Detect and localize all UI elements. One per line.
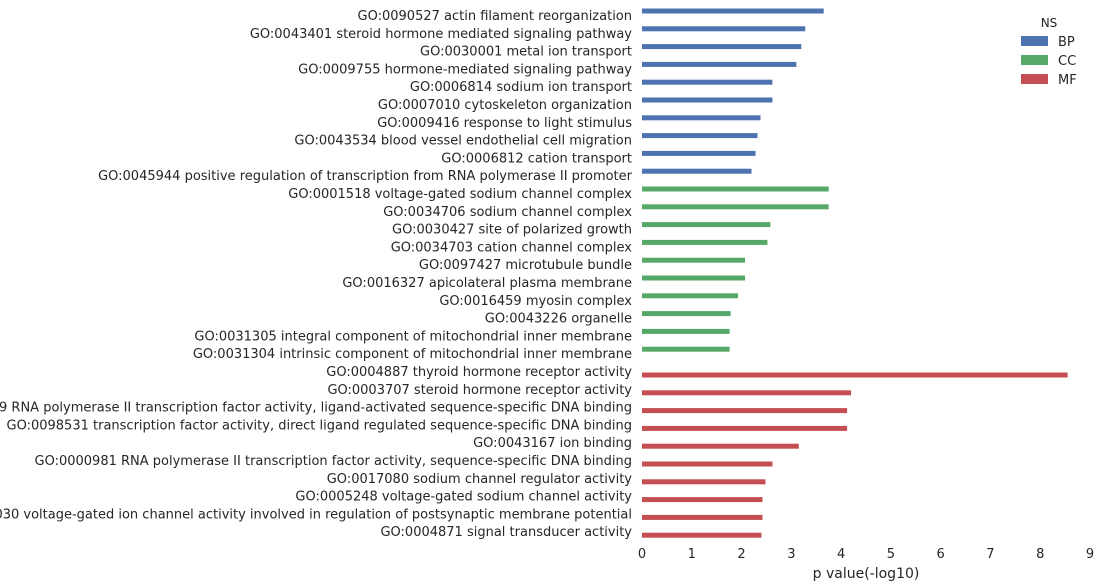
- bar-cc: [642, 222, 771, 228]
- category-label: GO:0043226 organelle: [485, 312, 632, 327]
- category-label: GO:0016459 myosin complex: [439, 294, 632, 309]
- category-label: GO:0031304 intrinsic component of mitoch…: [193, 347, 632, 362]
- bar-cc: [642, 311, 731, 317]
- legend-swatch-bp: [1021, 36, 1048, 46]
- category-label: GO:0004879 RNA polymerase II transcripti…: [0, 401, 632, 416]
- legend: NS BP CC MF: [1021, 16, 1077, 88]
- x-axis-title: p value(-log10): [813, 566, 920, 582]
- category-label: GO:0043167 ion binding: [473, 436, 632, 451]
- bar-mf: [642, 479, 766, 485]
- bar-cc: [642, 239, 768, 245]
- x-tick-label: 5: [887, 547, 895, 562]
- bar-bp: [642, 26, 806, 32]
- category-label: GO:0043534 blood vessel endothelial cell…: [294, 134, 632, 149]
- bar-cc: [642, 275, 746, 281]
- legend-label-bp: BP: [1058, 35, 1075, 50]
- x-tick-label: 0: [638, 547, 646, 562]
- legend-swatch-mf: [1021, 74, 1048, 84]
- bar-mf: [642, 461, 773, 467]
- bar-mf: [642, 408, 848, 414]
- x-tick-label: 6: [937, 547, 945, 562]
- category-label: GO:0001518 voltage-gated sodium channel …: [288, 187, 632, 202]
- legend-label-cc: CC: [1058, 54, 1076, 69]
- x-tick-label: 9: [1086, 547, 1094, 562]
- bar-bp: [642, 150, 756, 156]
- legend-swatch-cc: [1021, 55, 1048, 65]
- category-label: GO:0006814 sodium ion transport: [410, 80, 632, 95]
- bars-layer: [642, 8, 1068, 538]
- x-tick-label: 8: [1036, 547, 1044, 562]
- x-tick-label: 7: [986, 547, 994, 562]
- category-label: GO:0009755 hormone-mediated signaling pa…: [298, 62, 632, 77]
- bar-mf: [642, 497, 763, 503]
- category-label: GO:0030427 site of polarized growth: [392, 223, 632, 238]
- category-label: GO:0009416 response to light stimulus: [377, 116, 632, 131]
- legend-label-mf: MF: [1058, 73, 1077, 88]
- category-label: GO:0034706 sodium channel complex: [383, 205, 632, 220]
- category-label: GO:0000981 RNA polymerase II transcripti…: [35, 454, 632, 469]
- category-label: GO:0003707 steroid hormone receptor acti…: [327, 383, 632, 398]
- category-label: GO:0097427 microtubule bundle: [419, 258, 632, 273]
- category-label: GO:0030001 metal ion transport: [420, 45, 632, 60]
- x-tick-label: 2: [737, 547, 745, 562]
- category-label: GO:0031305 integral component of mitocho…: [194, 329, 632, 344]
- category-label: GO:0043401 steroid hormone mediated sign…: [250, 27, 632, 42]
- bar-mf: [642, 532, 762, 538]
- x-tick-label: 3: [787, 547, 795, 562]
- category-label: GO:0004871 signal transducer activity: [380, 525, 632, 540]
- bar-cc: [642, 346, 730, 352]
- category-label: GO:0090527 actin filament reorganization: [358, 9, 632, 24]
- bar-mf: [642, 425, 848, 431]
- bar-bp: [642, 8, 824, 14]
- bar-mf: [642, 372, 1068, 378]
- bar-cc: [642, 204, 829, 210]
- bar-bp: [642, 44, 802, 50]
- category-label: GO:0017080 sodium channel regulator acti…: [327, 472, 633, 487]
- x-axis-ticks: 0 1 2 3 4 5 6 7 8 9: [638, 547, 1094, 562]
- bar-cc: [642, 293, 739, 299]
- bar-cc: [642, 257, 746, 263]
- category-label: GO:0006812 cation transport: [441, 151, 632, 166]
- x-tick-label: 1: [688, 547, 696, 562]
- bar-mf: [642, 514, 763, 520]
- bar-bp: [642, 79, 773, 85]
- bar-cc: [642, 186, 829, 192]
- category-label: GO:0016327 apicolateral plasma membrane: [342, 276, 632, 291]
- category-label: GO:0034703 cation channel complex: [391, 240, 633, 255]
- bar-bp: [642, 115, 761, 121]
- category-label: GO:0004887 thyroid hormone receptor acti…: [326, 365, 632, 380]
- bar-bp: [642, 97, 773, 103]
- category-label: GO:0045944 positive regulation of transc…: [98, 169, 633, 184]
- bar-bp: [642, 61, 797, 67]
- bar-bp: [642, 133, 758, 139]
- bar-mf: [642, 443, 799, 449]
- bar-cc: [642, 328, 730, 334]
- bar-mf: [642, 390, 852, 396]
- legend-title: NS: [1041, 16, 1058, 30]
- category-label: GO:0098531 transcription factor activity…: [7, 418, 632, 433]
- category-labels: GO:0090527 actin filament reorganization…: [0, 9, 633, 540]
- category-label: GO:1905030 voltage-gated ion channel act…: [0, 507, 632, 522]
- x-tick-label: 4: [837, 547, 845, 562]
- bar-bp: [642, 168, 752, 174]
- category-label: GO:0007010 cytoskeleton organization: [378, 98, 632, 113]
- category-label: GO:0005248 voltage-gated sodium channel …: [295, 490, 632, 505]
